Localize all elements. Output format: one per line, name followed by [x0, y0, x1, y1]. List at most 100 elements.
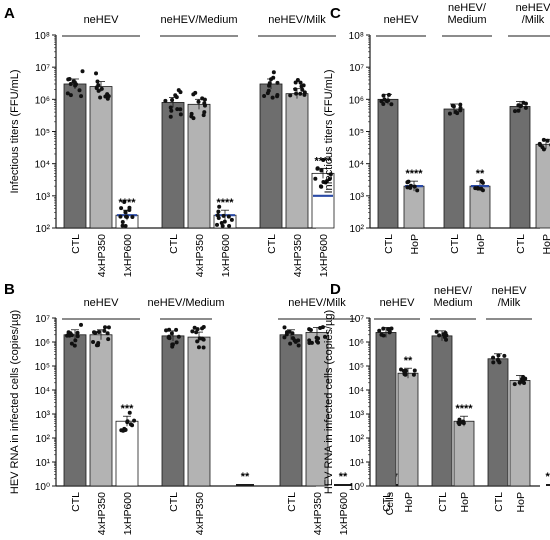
y-tick-label: 10⁶ — [349, 95, 364, 106]
data-point — [174, 340, 179, 345]
significance-stars: ** — [339, 471, 348, 483]
data-point — [491, 360, 496, 365]
data-point — [170, 344, 175, 349]
data-point — [226, 214, 231, 219]
data-point — [195, 327, 200, 332]
data-point — [190, 329, 195, 334]
significance-stars: ** — [476, 168, 485, 180]
y-tick-label: 10⁰ — [35, 482, 50, 493]
data-point — [73, 338, 78, 343]
data-point — [307, 340, 312, 345]
x-category-label: HoP — [403, 492, 415, 512]
y-tick-label: 10¹ — [350, 458, 365, 469]
panel-c: 10² 10³ 10⁴ 10⁵ 10⁶ 10⁷ 10⁸ Infectious titers (… — [323, 2, 550, 254]
data-point — [299, 84, 304, 89]
significance-stars: ** — [241, 471, 250, 483]
x-category-label: 4xHP350 — [292, 234, 304, 277]
data-point — [105, 96, 110, 101]
data-point — [191, 92, 196, 97]
data-point — [73, 83, 78, 88]
data-point — [541, 147, 546, 152]
significance-stars: **** — [118, 197, 136, 209]
data-point — [68, 82, 73, 87]
data-point — [401, 369, 406, 374]
data-point — [267, 81, 272, 86]
data-point — [80, 69, 85, 74]
data-point — [315, 166, 320, 171]
data-point — [130, 214, 135, 219]
x-category-label: CTL — [449, 234, 461, 254]
y-tick-label: 10⁶ — [35, 95, 50, 106]
data-point — [196, 345, 201, 350]
group-label: Medium — [433, 297, 472, 309]
bar — [375, 332, 397, 487]
data-point — [174, 327, 179, 332]
data-point — [437, 333, 442, 338]
x-category-label: CTL — [70, 492, 82, 512]
data-point — [201, 113, 206, 118]
bar — [535, 143, 550, 229]
data-point — [282, 335, 287, 340]
data-point — [96, 340, 101, 345]
data-point — [322, 334, 327, 339]
data-point — [314, 335, 319, 340]
data-point — [412, 184, 417, 189]
data-point — [458, 102, 463, 107]
data-point — [127, 410, 132, 415]
data-point — [541, 137, 546, 142]
data-point — [124, 214, 129, 219]
data-point — [194, 330, 199, 335]
data-point — [99, 86, 104, 91]
group-label: neHEV/Milk — [288, 297, 346, 309]
bar — [279, 334, 303, 487]
data-point — [379, 332, 384, 337]
data-point — [381, 326, 386, 331]
group-label: /Milk — [522, 14, 545, 26]
x-category-label: 1xHP600 — [122, 492, 134, 535]
data-point — [377, 328, 382, 333]
data-point — [65, 91, 70, 96]
y-tick-label: 10⁴ — [349, 386, 364, 397]
bar — [397, 372, 419, 487]
data-point — [290, 331, 295, 336]
data-point — [512, 109, 517, 114]
data-point — [275, 80, 280, 85]
x-category-label: 1xHP600 — [338, 492, 350, 535]
y-tick-label: 10² — [350, 434, 365, 445]
y-tick-label: 10³ — [350, 410, 365, 421]
x-category-label: HoP — [515, 492, 527, 512]
data-point — [298, 80, 303, 85]
significance-stars: **** — [216, 197, 234, 209]
data-point — [389, 102, 394, 107]
data-point — [176, 334, 181, 339]
significance-stars: **** — [545, 471, 550, 483]
data-point — [123, 224, 128, 228]
y-axis-label: HEV RNA in infected cells (copies/µg) — [9, 310, 21, 494]
data-point — [96, 329, 101, 334]
data-point — [105, 92, 110, 97]
data-point — [169, 108, 174, 113]
data-point — [65, 333, 70, 338]
y-tick-label: 10⁷ — [349, 63, 364, 74]
y-tick-label: 10³ — [36, 410, 51, 421]
x-category-label: CTL — [266, 234, 278, 254]
data-point — [106, 337, 111, 342]
data-point — [164, 328, 169, 333]
group-label: neHEV/Milk — [268, 14, 326, 26]
bar — [89, 334, 113, 487]
y-tick-label: 10⁴ — [35, 386, 50, 397]
data-point — [457, 417, 462, 422]
data-point — [275, 92, 280, 97]
y-tick-label: 10⁴ — [349, 160, 364, 171]
bar — [453, 420, 475, 487]
data-point — [412, 368, 417, 373]
data-point — [127, 207, 132, 212]
significance-stars: **** — [314, 155, 332, 167]
panel-a: 10² 10³ 10⁴ 10⁵ 10⁶ 10⁷ 10⁸ Infectious titers (… — [9, 14, 336, 277]
y-axis-label: Infectious titers (FFU/mL) — [9, 69, 21, 193]
bar — [403, 185, 425, 229]
bar — [187, 103, 211, 229]
group-label: neHEV — [380, 297, 416, 309]
data-point — [386, 98, 391, 103]
data-point — [67, 77, 72, 82]
